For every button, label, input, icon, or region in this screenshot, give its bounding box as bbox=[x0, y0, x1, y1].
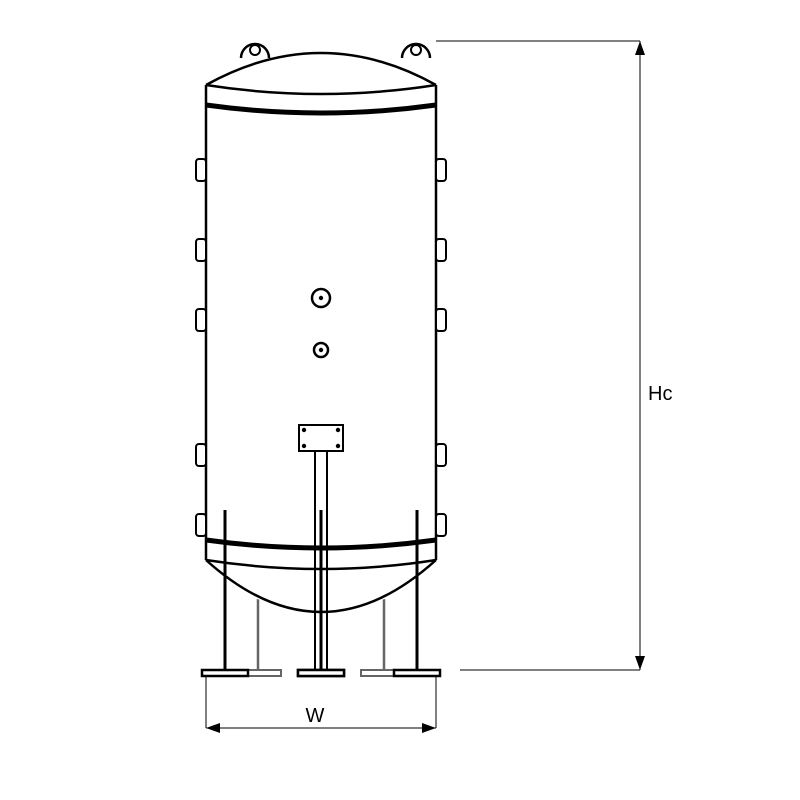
svg-text:W: W bbox=[306, 705, 325, 727]
svg-text:Hc: Hc bbox=[648, 383, 672, 405]
